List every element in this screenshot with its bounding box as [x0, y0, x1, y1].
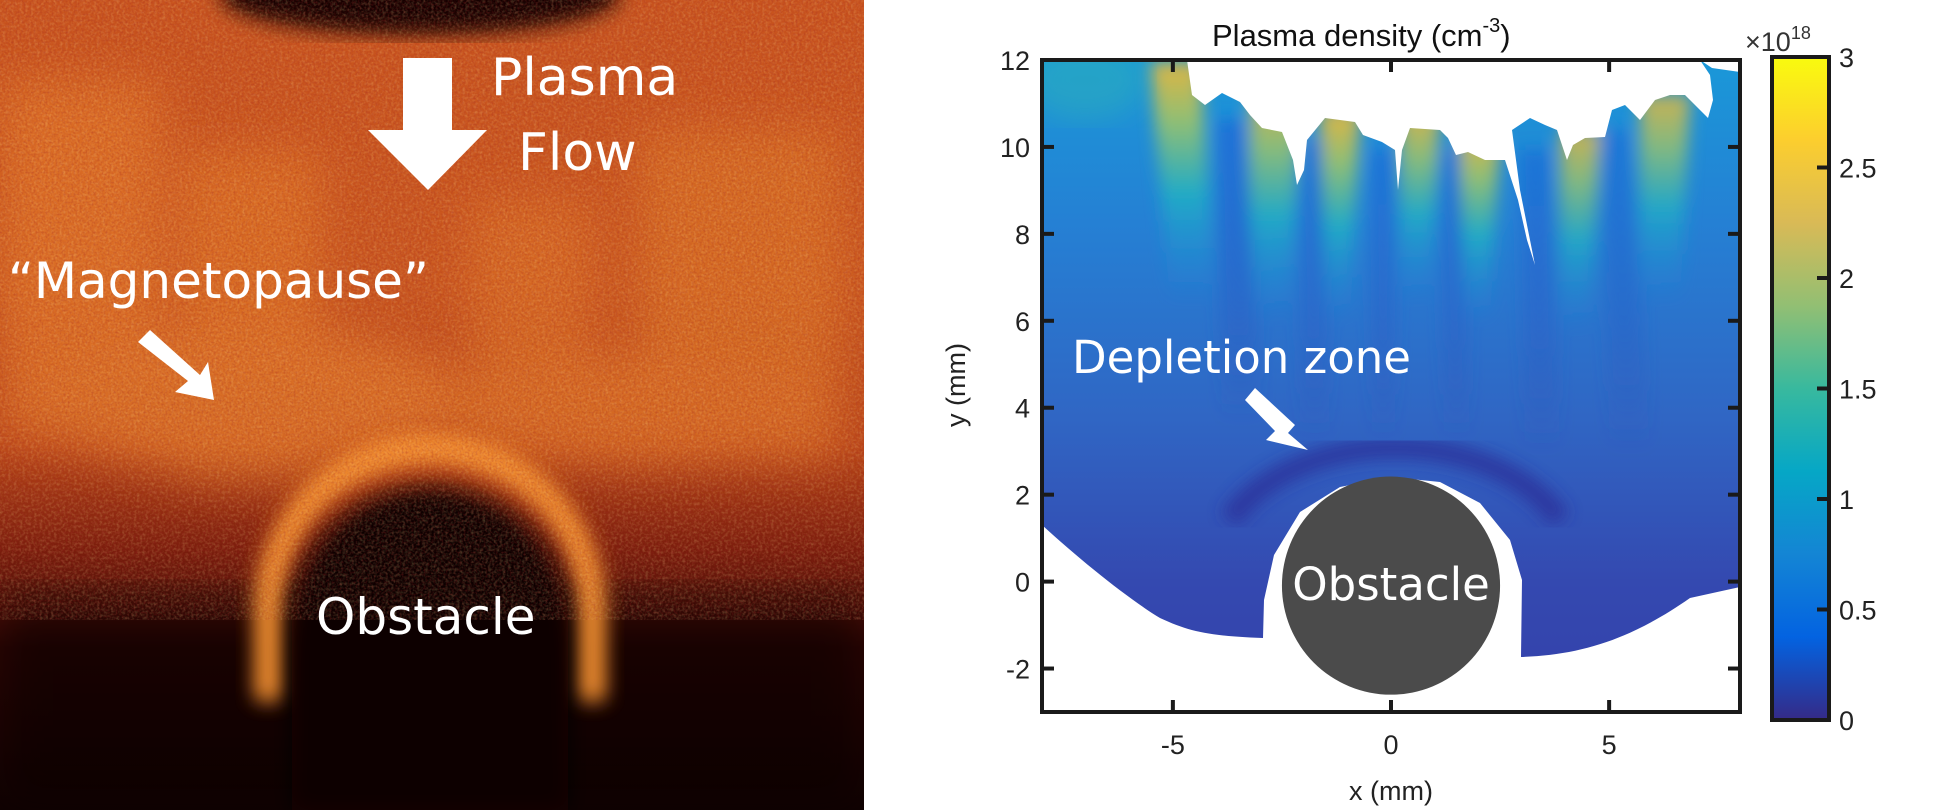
colorbar-tick-label: 0.5	[1839, 596, 1877, 626]
colorbar-tick-label: 1	[1839, 485, 1854, 515]
y-tick-label: 8	[1015, 220, 1030, 250]
y-axis-label: y (mm)	[941, 343, 971, 427]
experimental-image	[0, 0, 864, 810]
x-tick-label: 0	[1383, 730, 1398, 760]
x-tick-label: 5	[1602, 730, 1617, 760]
colorbar-tick-label: 3	[1839, 43, 1854, 73]
y-tick-label: 4	[1015, 394, 1030, 424]
colorbar-tick-label: 2	[1839, 264, 1854, 294]
chart-title: Plasma density (cm-3)	[1212, 15, 1511, 53]
y-tick-label: 12	[1000, 46, 1030, 76]
y-axis: -2 0 2 4 6 8 10 12	[1000, 46, 1740, 685]
y-tick-label: -2	[1006, 655, 1030, 685]
x-tick-label: -5	[1161, 730, 1185, 760]
obstacle-circle	[1281, 476, 1501, 695]
magnetopause-arrow-icon	[138, 330, 214, 400]
obstacle-label-right: Obstacle	[1292, 558, 1490, 611]
x-axis: -5 0 5	[1161, 60, 1617, 760]
y-tick-label: 2	[1015, 481, 1030, 511]
depletion-arrow-icon	[1245, 388, 1308, 450]
depletion-zone-region	[1220, 436, 1570, 527]
magnetopause-label: “Magnetopause”	[8, 252, 429, 310]
colorbar-tick-label: 0	[1839, 706, 1854, 736]
plasma-flow-label-line2: Flow	[518, 123, 637, 183]
y-tick-label: 10	[1000, 133, 1030, 163]
colorbar-multiplier: ×1018	[1745, 23, 1811, 57]
no-data-region-top	[1187, 60, 1713, 265]
colorbar-axis: 0 0.5 1 1.5 2 2.5 3	[1817, 43, 1877, 736]
y-tick-label: 6	[1015, 307, 1030, 337]
plasma-flow-arrow-icon	[368, 58, 487, 190]
y-tick-label: 0	[1015, 568, 1030, 598]
colorbar-tick-label: 1.5	[1839, 375, 1877, 405]
x-axis-label: x (mm)	[1349, 776, 1433, 806]
depletion-zone-label: Depletion zone	[1072, 331, 1411, 384]
colorbar-tick-label: 2.5	[1839, 154, 1877, 184]
density-field	[1042, 60, 1740, 712]
obstacle-label-left: Obstacle	[316, 588, 536, 646]
experimental-image-panel: Plasma Flow “Magnetopause” Obstacle	[0, 0, 864, 810]
plasma-flow-label-line1: Plasma	[491, 48, 679, 108]
